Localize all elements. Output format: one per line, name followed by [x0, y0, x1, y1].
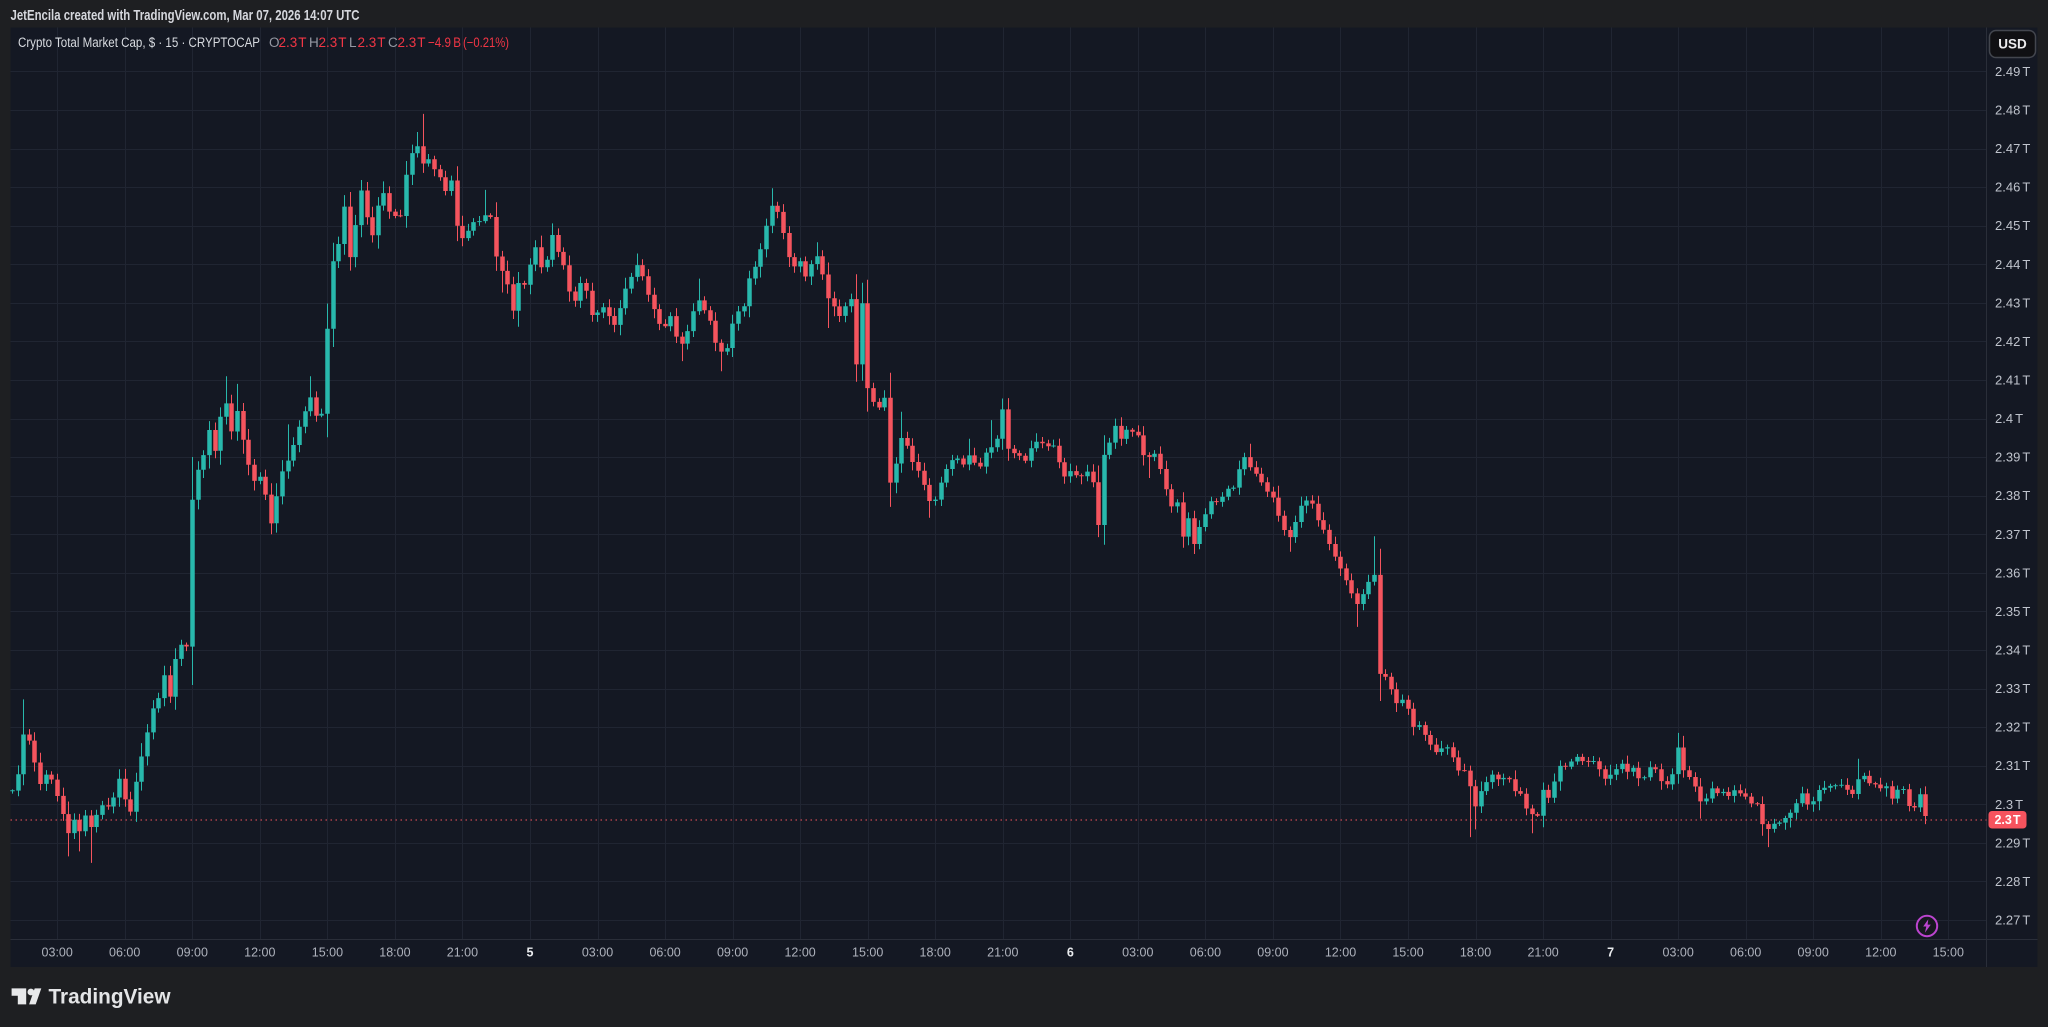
svg-text:18:00: 18:00	[379, 946, 410, 960]
svg-text:21:00: 21:00	[447, 946, 478, 960]
svg-text:06:00: 06:00	[109, 946, 140, 960]
svg-text:21:00: 21:00	[1527, 946, 1558, 960]
svg-text:2.32T: 2.32 T	[1995, 720, 2030, 735]
svg-text:09:00: 09:00	[177, 946, 208, 960]
svg-text:H: H	[309, 35, 319, 50]
svg-text:09:00: 09:00	[1798, 946, 1829, 960]
svg-text:2.3T: 2.3T	[398, 35, 426, 50]
svg-text:2.46T: 2.46 T	[1995, 180, 2030, 195]
svg-text:2.31T: 2.31 T	[1995, 758, 2030, 773]
svg-text:15:00: 15:00	[1933, 946, 1964, 960]
svg-text:2.34T: 2.34 T	[1995, 643, 2030, 658]
svg-text:15:00: 15:00	[852, 946, 883, 960]
svg-text:18:00: 18:00	[1460, 946, 1491, 960]
svg-text:2.4T: 2.4 T	[1995, 411, 2023, 426]
svg-text:2.27T: 2.27 T	[1995, 913, 2030, 928]
svg-text:12:00: 12:00	[1865, 946, 1896, 960]
svg-text:2.36T: 2.36 T	[1995, 565, 2030, 580]
svg-text:C: C	[388, 35, 398, 50]
svg-text:2.3T: 2.3T	[1995, 797, 2023, 812]
svg-text:O: O	[269, 35, 280, 50]
svg-text:12:00: 12:00	[244, 946, 275, 960]
svg-text:6: 6	[1067, 946, 1074, 960]
svg-text:2.33T: 2.33 T	[1995, 681, 2030, 696]
svg-text:03:00: 03:00	[1663, 946, 1694, 960]
svg-text:2.44T: 2.44 T	[1995, 257, 2030, 272]
svg-text:2.3T: 2.3T	[1994, 813, 2020, 827]
svg-text:03:00: 03:00	[1122, 946, 1153, 960]
svg-text:06:00: 06:00	[649, 946, 680, 960]
svg-text:18:00: 18:00	[920, 946, 951, 960]
svg-text:12:00: 12:00	[784, 946, 815, 960]
svg-text:2.28T: 2.28 T	[1995, 874, 2030, 889]
svg-text:03:00: 03:00	[42, 946, 73, 960]
svg-text:06:00: 06:00	[1730, 946, 1761, 960]
svg-text:7: 7	[1607, 946, 1614, 960]
svg-text:2.3T: 2.3T	[358, 35, 386, 50]
svg-text:2.47T: 2.47 T	[1995, 141, 2030, 156]
svg-text:09:00: 09:00	[717, 946, 748, 960]
svg-text:2.39T: 2.39 T	[1995, 450, 2030, 465]
svg-text:Crypto Total Market Cap, $ · 1: Crypto Total Market Cap, $ · 15 · CRYPTO…	[18, 35, 260, 50]
svg-text:2.3T: 2.3T	[279, 35, 307, 50]
svg-text:2.42T: 2.42 T	[1995, 334, 2030, 349]
svg-text:12:00: 12:00	[1325, 946, 1356, 960]
svg-text:2.45T: 2.45 T	[1995, 218, 2030, 233]
svg-text:−4.9 B: −4.9 B	[428, 35, 461, 50]
svg-text:L: L	[349, 35, 357, 50]
svg-text:2.29T: 2.29 T	[1995, 835, 2030, 850]
svg-text:21:00: 21:00	[987, 946, 1018, 960]
svg-text:15:00: 15:00	[1392, 946, 1423, 960]
svg-text:09:00: 09:00	[1257, 946, 1288, 960]
svg-text:2.37T: 2.37 T	[1995, 527, 2030, 542]
svg-text:2.41T: 2.41 T	[1995, 373, 2030, 388]
svg-text:2.49T: 2.49 T	[1995, 64, 2030, 79]
svg-text:TradingView: TradingView	[49, 985, 171, 1009]
svg-text:06:00: 06:00	[1190, 946, 1221, 960]
svg-text:15:00: 15:00	[312, 946, 343, 960]
svg-text:2.35T: 2.35 T	[1995, 604, 2030, 619]
svg-text:(−0.21%): (−0.21%)	[463, 35, 509, 50]
svg-text:2.43T: 2.43 T	[1995, 295, 2030, 310]
svg-text:5: 5	[527, 946, 534, 960]
svg-text:2.3T: 2.3T	[319, 35, 347, 50]
svg-text:JetEncila created with Trading: JetEncila created with TradingView.com, …	[11, 7, 360, 24]
svg-text:2.48T: 2.48 T	[1995, 103, 2030, 118]
svg-text:03:00: 03:00	[582, 946, 613, 960]
svg-text:2.38T: 2.38 T	[1995, 488, 2030, 503]
svg-text:USD: USD	[1998, 37, 2027, 52]
